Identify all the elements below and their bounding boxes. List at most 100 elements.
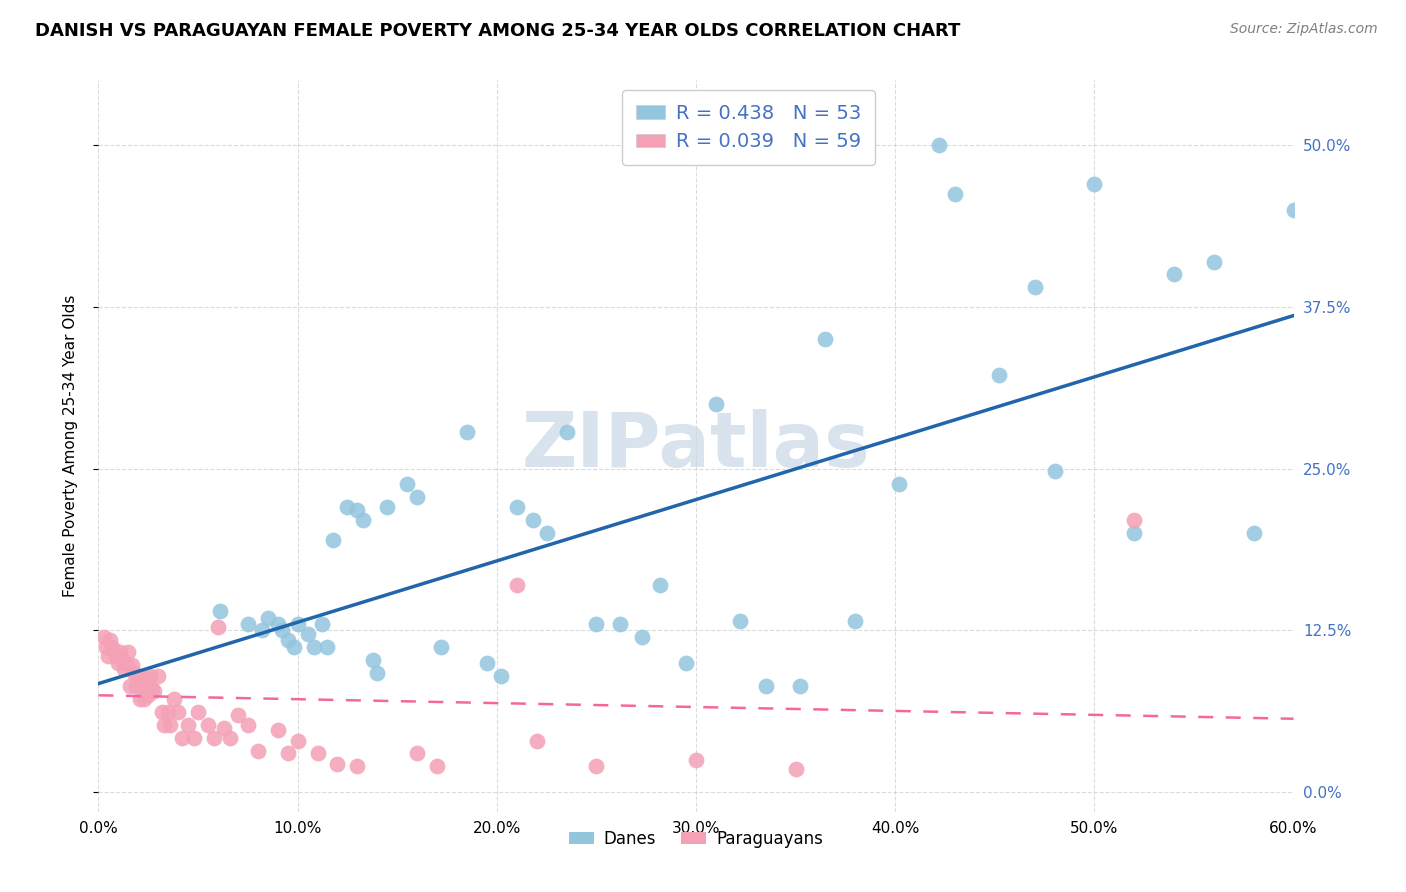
- Point: [889, 477, 911, 491]
- Point: [406, 490, 429, 504]
- Point: [202, 731, 225, 745]
- Point: [207, 619, 229, 633]
- Point: [585, 617, 607, 632]
- Point: [585, 759, 607, 773]
- Point: [150, 705, 173, 719]
- Point: [120, 679, 142, 693]
- Point: [685, 753, 707, 767]
- Point: [93, 630, 115, 644]
- Point: [1083, 177, 1105, 191]
- Legend: Danes, Paraguayans: Danes, Paraguayans: [562, 823, 830, 855]
- Point: [336, 500, 359, 515]
- Point: [270, 624, 292, 638]
- Point: [277, 632, 299, 647]
- Point: [302, 640, 325, 655]
- Point: [1024, 280, 1046, 294]
- Point: [326, 756, 349, 771]
- Point: [943, 187, 966, 202]
- Point: [172, 731, 194, 745]
- Text: ZIPatlas: ZIPatlas: [522, 409, 870, 483]
- Point: [789, 679, 811, 693]
- Point: [426, 759, 449, 773]
- Point: [98, 632, 122, 647]
- Point: [212, 721, 235, 735]
- Point: [139, 669, 162, 683]
- Point: [112, 662, 135, 676]
- Point: [297, 627, 319, 641]
- Point: [187, 705, 209, 719]
- Point: [928, 138, 950, 153]
- Point: [1243, 526, 1265, 541]
- Point: [352, 513, 374, 527]
- Point: [159, 718, 181, 732]
- Point: [131, 679, 153, 693]
- Point: [250, 624, 273, 638]
- Point: [526, 733, 548, 747]
- Point: [97, 649, 120, 664]
- Point: [648, 578, 672, 592]
- Point: [844, 615, 866, 629]
- Text: Source: ZipAtlas.com: Source: ZipAtlas.com: [1230, 22, 1378, 37]
- Point: [96, 640, 118, 655]
- Point: [456, 425, 478, 440]
- Point: [522, 513, 544, 527]
- Point: [277, 747, 299, 761]
- Point: [117, 645, 139, 659]
- Point: [163, 692, 186, 706]
- Point: [124, 666, 146, 681]
- Point: [322, 533, 344, 547]
- Point: [1123, 526, 1146, 541]
- Point: [105, 649, 128, 664]
- Point: [148, 669, 170, 683]
- Point: [141, 681, 163, 696]
- Point: [110, 645, 132, 659]
- Point: [609, 617, 631, 632]
- Point: [103, 645, 125, 659]
- Point: [506, 578, 529, 592]
- Point: [536, 526, 558, 541]
- Point: [704, 397, 727, 411]
- Point: [506, 500, 529, 515]
- Point: [363, 653, 385, 667]
- Point: [219, 731, 242, 745]
- Point: [728, 615, 751, 629]
- Point: [256, 610, 278, 624]
- Point: [430, 640, 453, 655]
- Point: [226, 707, 249, 722]
- Point: [267, 723, 290, 738]
- Point: [316, 640, 339, 655]
- Point: [755, 679, 778, 693]
- Point: [267, 617, 290, 632]
- Point: [475, 656, 498, 670]
- Point: [814, 332, 837, 346]
- Point: [197, 718, 219, 732]
- Point: [987, 368, 1010, 383]
- Point: [134, 692, 156, 706]
- Point: [675, 656, 697, 670]
- Point: [143, 684, 166, 698]
- Point: [167, 705, 190, 719]
- Text: DANISH VS PARAGUAYAN FEMALE POVERTY AMONG 25-34 YEAR OLDS CORRELATION CHART: DANISH VS PARAGUAYAN FEMALE POVERTY AMON…: [35, 22, 960, 40]
- Point: [1043, 464, 1066, 478]
- Point: [555, 425, 578, 440]
- Point: [236, 617, 259, 632]
- Point: [127, 669, 149, 683]
- Point: [236, 718, 259, 732]
- Point: [208, 604, 231, 618]
- Point: [283, 640, 305, 655]
- Point: [366, 666, 388, 681]
- Y-axis label: Female Poverty Among 25-34 Year Olds: Female Poverty Among 25-34 Year Olds: [63, 295, 77, 597]
- Point: [785, 762, 807, 776]
- Point: [1282, 202, 1305, 217]
- Point: [375, 500, 398, 515]
- Point: [1202, 254, 1225, 268]
- Point: [287, 617, 309, 632]
- Point: [115, 656, 138, 670]
- Point: [107, 656, 129, 670]
- Point: [346, 503, 368, 517]
- Point: [136, 688, 159, 702]
- Point: [111, 653, 134, 667]
- Point: [346, 759, 368, 773]
- Point: [246, 744, 269, 758]
- Point: [1163, 268, 1185, 282]
